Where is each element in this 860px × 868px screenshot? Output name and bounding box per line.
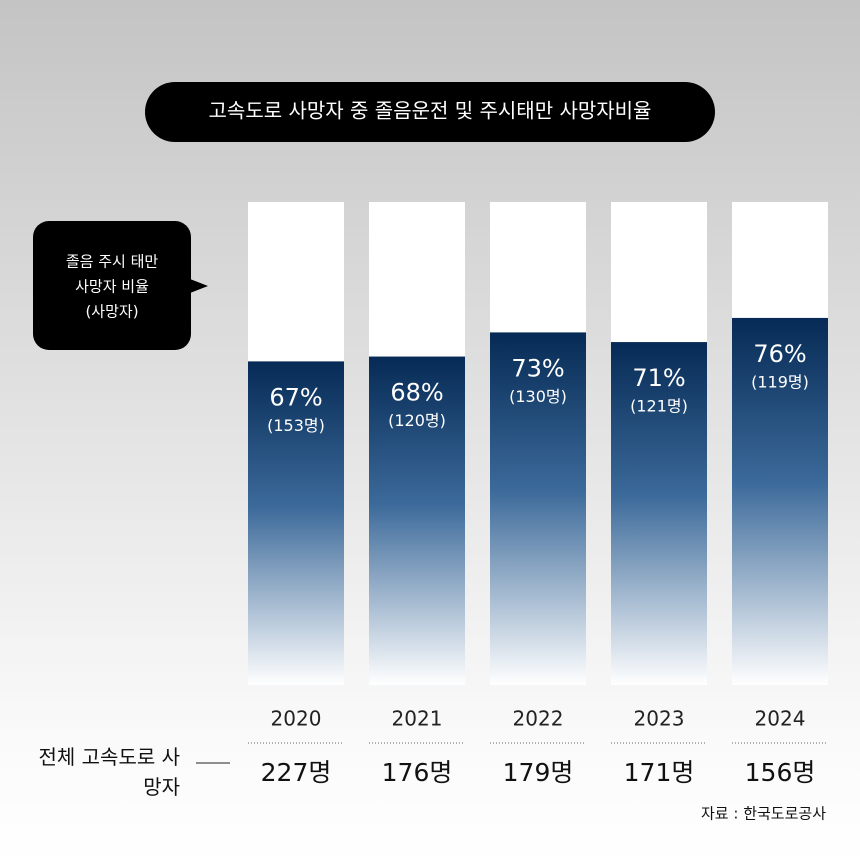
x-tick-label: 2020 [271,707,322,731]
chart-title: 고속도로 사망자 중 졸음운전 및 주시태만 사망자비율 [209,99,652,123]
bar [732,317,828,685]
total-label: 전체 고속도로 사망자 [38,745,180,799]
bar [369,356,465,685]
total-value: 171명 [624,758,695,787]
annotation-box [33,221,191,350]
source: 자료 : 한국도로공사 [701,805,826,823]
x-tick-label: 2023 [634,707,685,731]
value-label: 67% [269,383,322,411]
total-value: 156명 [745,758,816,787]
total-value: 176명 [382,758,453,787]
total-value: 179명 [503,758,574,787]
count-label: (153명) [267,416,325,435]
value-label: 68% [390,379,443,407]
x-tick-label: 2021 [392,707,443,731]
bar [248,361,344,685]
count-label: (119명) [751,372,809,391]
value-label: 71% [632,364,685,392]
value-label: 73% [511,354,564,382]
count-label: (120명) [388,411,446,430]
annotation-line: 졸음 주시 태만 [66,253,159,271]
annotation-line: (사망자) [85,303,138,321]
bar [490,332,586,685]
x-tick-label: 2024 [755,707,806,731]
annotation-line: 사망자 비율 [75,278,149,296]
count-label: (130명) [509,387,567,406]
annotation-pointer [190,279,208,293]
value-label: 76% [753,340,806,368]
count-label: (121명) [630,397,688,416]
bar [611,342,707,685]
total-value: 227명 [261,758,332,787]
x-tick-label: 2022 [513,707,564,731]
title-pill [145,82,715,142]
